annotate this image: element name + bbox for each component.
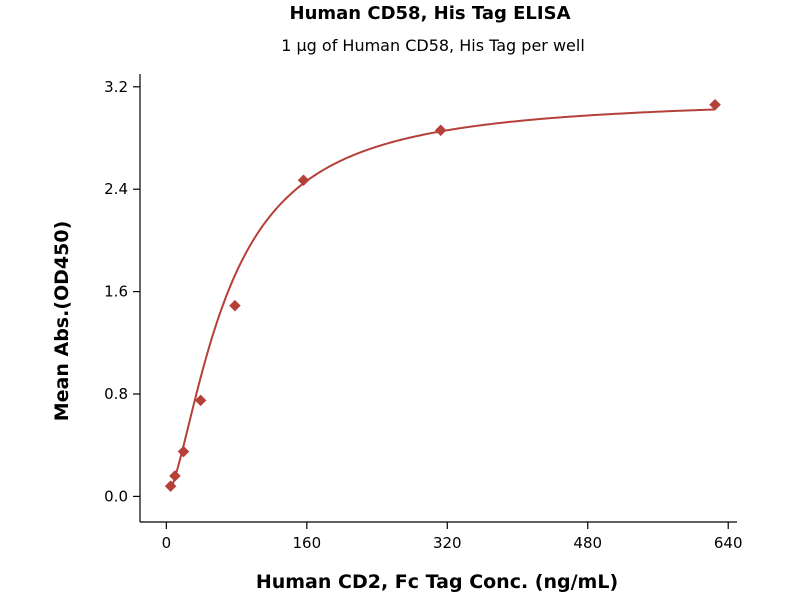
x-tick-label: 0 (162, 534, 172, 552)
y-axis-ticks: 0.0 0.8 1.6 2.4 3.2 (104, 78, 140, 505)
fit-curve (169, 108, 716, 491)
x-tick-label: 640 (714, 534, 743, 552)
x-tick-label: 320 (433, 534, 462, 552)
chart-subtitle: 1 μg of Human CD58, His Tag per well (281, 36, 585, 55)
data-point (434, 124, 447, 137)
fit-curve-layer (169, 108, 716, 491)
data-point (297, 174, 310, 187)
data-point (169, 470, 181, 482)
y-axis-title: Mean Abs.(OD450) (51, 221, 73, 422)
data-point (164, 480, 177, 493)
plot-frame (139, 74, 737, 523)
x-axis-ticks: 0 160 320 480 640 (162, 522, 743, 552)
data-point (177, 445, 190, 458)
data-point (709, 98, 721, 111)
data-point (194, 394, 207, 407)
x-axis-title: Human CD2, Fc Tag Conc. (ng/mL) (256, 571, 618, 593)
chart-title: Human CD58, His Tag ELISA (290, 3, 571, 24)
y-tick-label: 0.8 (104, 385, 128, 403)
data-points-layer (164, 98, 721, 493)
x-tick-label: 160 (292, 534, 321, 552)
y-tick-label: 1.6 (104, 283, 128, 301)
y-tick-label: 3.2 (104, 78, 128, 96)
y-tick-label: 0.0 (104, 487, 128, 505)
x-tick-label: 480 (573, 534, 602, 552)
data-point (229, 299, 241, 312)
y-tick-label: 2.4 (104, 180, 128, 198)
